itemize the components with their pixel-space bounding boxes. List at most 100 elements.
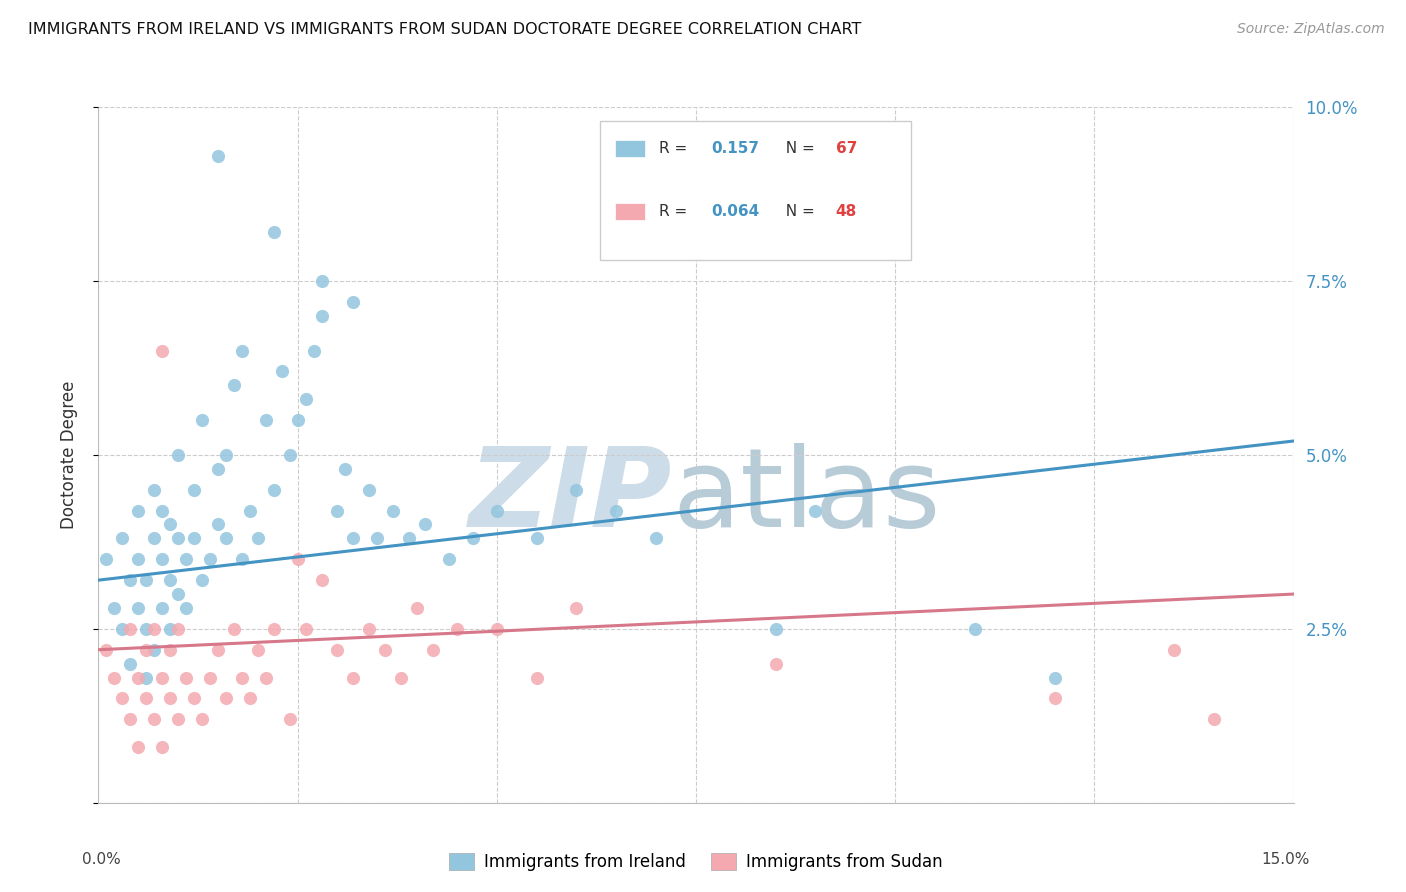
Point	[413, 517, 436, 532]
Point	[111, 622, 134, 636]
Legend: Immigrants from Ireland, Immigrants from Sudan: Immigrants from Ireland, Immigrants from…	[450, 853, 942, 871]
Point	[804, 503, 827, 517]
Point	[311, 573, 333, 587]
Point	[359, 483, 381, 497]
Text: N =: N =	[776, 141, 820, 156]
Point	[150, 503, 173, 517]
Text: N =: N =	[776, 204, 820, 219]
Point	[605, 503, 627, 517]
Text: 67: 67	[835, 141, 858, 156]
Point	[111, 532, 134, 546]
Point	[294, 392, 316, 407]
Point	[222, 378, 245, 392]
Point	[135, 622, 157, 636]
Point	[120, 712, 142, 726]
Point	[127, 601, 149, 615]
Point	[1043, 671, 1066, 685]
Point	[461, 532, 484, 546]
Point	[485, 622, 508, 636]
Point	[215, 448, 238, 462]
Point	[191, 413, 214, 427]
Point	[111, 691, 134, 706]
Point	[1163, 642, 1185, 657]
Point	[215, 532, 238, 546]
Point	[565, 483, 588, 497]
Point	[406, 601, 429, 615]
Point	[239, 691, 262, 706]
Point	[765, 622, 787, 636]
Point	[422, 642, 444, 657]
Text: atlas: atlas	[672, 443, 941, 550]
Point	[120, 657, 142, 671]
Point	[765, 657, 787, 671]
Point	[207, 517, 229, 532]
Point	[96, 552, 118, 566]
Point	[167, 448, 190, 462]
Point	[143, 712, 166, 726]
Point	[143, 532, 166, 546]
Point	[389, 671, 412, 685]
Point	[231, 343, 253, 358]
Point	[231, 671, 253, 685]
Point	[359, 622, 381, 636]
Text: R =: R =	[659, 141, 692, 156]
Text: ZIP: ZIP	[468, 443, 672, 550]
Point	[167, 712, 190, 726]
Point	[135, 642, 157, 657]
Point	[342, 671, 364, 685]
Text: 48: 48	[835, 204, 858, 219]
Point	[326, 642, 349, 657]
Point	[311, 274, 333, 288]
Point	[198, 671, 221, 685]
Point	[183, 532, 205, 546]
Point	[263, 225, 285, 239]
Point	[143, 483, 166, 497]
Point	[294, 622, 316, 636]
Point	[198, 552, 221, 566]
Y-axis label: Doctorate Degree: Doctorate Degree	[59, 381, 77, 529]
Point	[437, 552, 460, 566]
Text: 15.0%: 15.0%	[1261, 852, 1309, 866]
Point	[263, 483, 285, 497]
FancyBboxPatch shape	[600, 121, 911, 260]
Point	[326, 503, 349, 517]
Point	[150, 343, 173, 358]
Point	[335, 462, 357, 476]
Point	[270, 364, 292, 378]
Point	[127, 503, 149, 517]
Text: 0.0%: 0.0%	[83, 852, 121, 866]
Text: R =: R =	[659, 204, 692, 219]
Point	[159, 573, 181, 587]
Point	[143, 642, 166, 657]
Point	[222, 622, 245, 636]
Point	[311, 309, 333, 323]
Point	[159, 622, 181, 636]
Point	[127, 552, 149, 566]
Point	[645, 532, 668, 546]
Point	[167, 532, 190, 546]
Point	[174, 671, 197, 685]
Point	[246, 642, 269, 657]
Point	[150, 740, 173, 755]
Point	[103, 671, 125, 685]
Point	[135, 671, 157, 685]
Point	[526, 671, 548, 685]
Point	[143, 622, 166, 636]
Point	[174, 552, 197, 566]
Point	[135, 691, 157, 706]
Point	[239, 503, 262, 517]
Point	[342, 532, 364, 546]
Text: 0.157: 0.157	[711, 141, 759, 156]
Point	[565, 601, 588, 615]
Text: IMMIGRANTS FROM IRELAND VS IMMIGRANTS FROM SUDAN DOCTORATE DEGREE CORRELATION CH: IMMIGRANTS FROM IRELAND VS IMMIGRANTS FR…	[28, 22, 862, 37]
Point	[167, 622, 190, 636]
Point	[215, 691, 238, 706]
Point	[159, 691, 181, 706]
Point	[127, 740, 149, 755]
Point	[231, 552, 253, 566]
FancyBboxPatch shape	[614, 140, 644, 158]
Point	[150, 552, 173, 566]
Point	[120, 622, 142, 636]
Point	[174, 601, 197, 615]
Point	[183, 691, 205, 706]
